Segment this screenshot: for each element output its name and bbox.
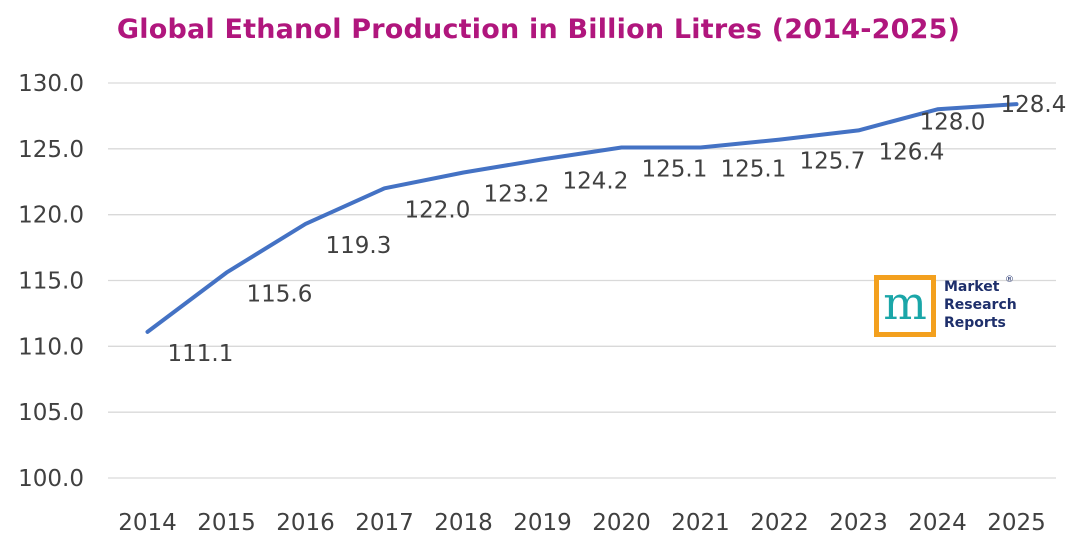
registered-mark: ® bbox=[1005, 275, 1014, 285]
x-tick-label: 2014 bbox=[118, 510, 177, 536]
y-tick-label: 105.0 bbox=[18, 400, 84, 426]
x-tick-label: 2021 bbox=[671, 510, 730, 536]
gridlines bbox=[108, 82, 1056, 479]
data-label: 125.1 bbox=[642, 157, 708, 183]
x-tick-label: 2018 bbox=[434, 510, 493, 536]
x-tick-label: 2023 bbox=[829, 510, 888, 536]
x-axis-tick-labels: 2014 2015 2016 2017 2018 2019 2020 2021 2022 2023… bbox=[118, 510, 1046, 536]
x-tick-label: 2017 bbox=[355, 510, 414, 536]
data-label: 128.4 bbox=[1001, 92, 1067, 118]
y-tick-label: 125.0 bbox=[18, 137, 84, 163]
x-tick-label: 2015 bbox=[197, 510, 256, 536]
data-label: 115.6 bbox=[247, 282, 313, 308]
y-axis-tick-labels: 100.0 105.0 110.0 115.0 120.0 125.0 130.0 bbox=[18, 71, 84, 492]
y-tick-label: 130.0 bbox=[18, 71, 84, 97]
x-tick-label: 2019 bbox=[513, 510, 572, 536]
y-tick-label: 115.0 bbox=[18, 269, 84, 295]
data-label: 119.3 bbox=[326, 233, 392, 259]
data-label: 123.2 bbox=[484, 182, 550, 208]
y-tick-label: 120.0 bbox=[18, 203, 84, 229]
x-tick-label: 2020 bbox=[592, 510, 651, 536]
x-tick-label: 2016 bbox=[276, 510, 335, 536]
data-label: 122.0 bbox=[405, 197, 471, 223]
series-line bbox=[145, 102, 1019, 334]
data-label: 126.4 bbox=[879, 139, 945, 165]
y-tick-label: 100.0 bbox=[18, 466, 84, 492]
data-labels: 111.1 115.6 119.3 122.0 123.2 124.2 125.1 125.1… bbox=[168, 92, 1067, 367]
logo-wordmark: Market Research Reports bbox=[944, 278, 1017, 332]
logo-word-market: Market bbox=[944, 279, 1000, 295]
logo-mark: m bbox=[874, 275, 936, 337]
data-label: 111.1 bbox=[168, 341, 234, 367]
x-tick-label: 2022 bbox=[750, 510, 809, 536]
logo-m-glyph: m bbox=[883, 276, 927, 330]
y-tick-label: 110.0 bbox=[18, 334, 84, 360]
logo-word-reports: Reports bbox=[944, 315, 1006, 331]
data-label: 125.7 bbox=[800, 149, 866, 175]
market-research-reports-logo: m Market Research Reports ® bbox=[874, 275, 1034, 341]
data-label: 125.1 bbox=[721, 157, 787, 183]
x-tick-label: 2024 bbox=[908, 510, 967, 536]
x-tick-label: 2025 bbox=[987, 510, 1046, 536]
chart-title: Global Ethanol Production in Billion Lit… bbox=[116, 14, 961, 45]
logo-word-research: Research bbox=[944, 297, 1017, 313]
data-label: 128.0 bbox=[920, 109, 986, 135]
data-label: 124.2 bbox=[563, 168, 629, 194]
